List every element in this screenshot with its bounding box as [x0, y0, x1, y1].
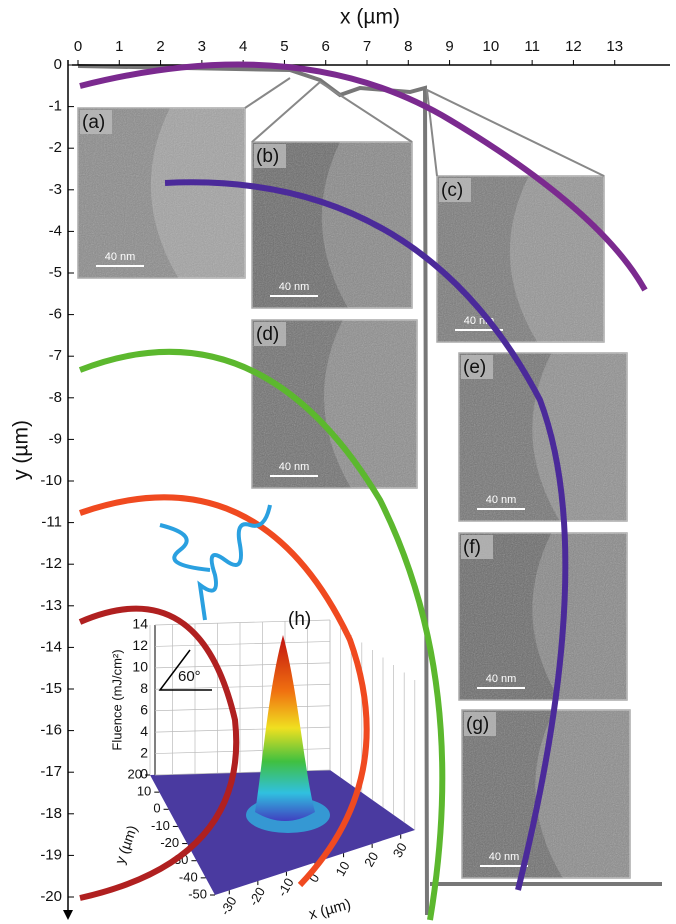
y-tick-label: -5 — [49, 264, 62, 281]
x-tick-label: 30 — [390, 840, 410, 860]
z-tick-label: 4 — [140, 723, 148, 739]
panel-label: (b) — [256, 146, 279, 167]
z-tick-label: 8 — [140, 680, 148, 696]
panel-label: (c) — [441, 180, 463, 201]
z-axis-label: Fluence (mJ/cm²) — [109, 649, 124, 750]
panel-label: (d) — [256, 324, 279, 345]
z-tick-label: 14 — [132, 616, 148, 632]
y-tick-label: -19 — [40, 846, 62, 863]
inset-label: (h) — [288, 609, 311, 630]
y-tick-label: -20 — [160, 835, 179, 850]
x-tick-label: 13 — [606, 38, 623, 55]
z-grid-line — [155, 641, 330, 646]
y-tick-label: -17 — [40, 763, 62, 780]
x-axis-label: x (µm) — [307, 896, 353, 923]
y-tick-label: -14 — [40, 638, 62, 655]
panel-label: (e) — [463, 357, 486, 378]
y-tick-label: -6 — [49, 306, 62, 323]
y-tick-label: -4 — [49, 222, 62, 239]
scale-bar-label: 40 nm — [279, 461, 310, 473]
y-tick-label: -1 — [49, 98, 62, 115]
x-tick-label: 20 — [361, 849, 381, 869]
x-tick-label: 7 — [363, 38, 371, 55]
x-tick-label: 10 — [483, 38, 500, 55]
x-tick-label: 1 — [115, 38, 123, 55]
scale-bar-label: 40 nm — [489, 851, 520, 863]
y-tick-label: -10 — [40, 472, 62, 489]
scale-bar-label: 40 nm — [486, 494, 517, 506]
y-tick-label: 0 — [153, 801, 160, 816]
x-tick-label: -10 — [274, 875, 296, 899]
y-tick-label: -11 — [41, 514, 62, 531]
z-tick-label: 10 — [132, 659, 148, 675]
y-axis-label: y (µm) — [10, 420, 33, 480]
y-tick-label: -40 — [179, 869, 198, 884]
x-tick-label: 8 — [404, 38, 412, 55]
z-grid-line — [155, 706, 330, 711]
y-tick-label: -8 — [49, 389, 62, 406]
figure: (a) 40 nm (b) 40 nm (c) 40 nm (d) 40 nm (e) 40 nm… — [0, 0, 676, 924]
y-tick-label: -7 — [49, 347, 62, 364]
angle-label: 60° — [178, 668, 201, 685]
y-tick-label: -2 — [49, 139, 62, 156]
y-tick-label: -10 — [151, 818, 170, 833]
z-grid-line — [155, 684, 330, 689]
y-tick-label: -18 — [40, 805, 62, 822]
panel-label: (a) — [82, 112, 105, 133]
y-tick-label: -9 — [49, 430, 62, 447]
y-tick-label: 0 — [54, 56, 62, 73]
y-axis-label: y (µm) — [111, 823, 140, 866]
x-tick-label: 2 — [156, 38, 164, 55]
y-tick-label: 10 — [137, 784, 151, 799]
x-tick-label: 10 — [333, 859, 353, 879]
panel-label: (g) — [466, 714, 489, 735]
x-tick-label: -30 — [217, 894, 239, 918]
x-tick-label: 3 — [198, 38, 206, 55]
scale-bar-label: 40 nm — [279, 281, 310, 293]
x-axis-label: x (µm) — [340, 6, 400, 29]
y-tick-label: -50 — [188, 886, 207, 901]
y-tick-label: -12 — [40, 555, 62, 572]
y-tick-label: -20 — [40, 888, 62, 905]
x-tick-label: 6 — [322, 38, 330, 55]
x-tick-label: 11 — [524, 38, 540, 55]
y-tick-label: 20 — [128, 766, 142, 781]
y-tick-label: -16 — [40, 722, 62, 739]
x-tick-label: 5 — [280, 38, 288, 55]
y-axis-arrow — [63, 910, 73, 920]
x-tick-label: 0 — [74, 38, 82, 55]
z-tick-label: 2 — [140, 744, 148, 760]
panel-label: (f) — [463, 537, 481, 558]
y-tick-label: -13 — [40, 597, 62, 614]
z-grid-line — [155, 727, 330, 732]
x-tick-label: -20 — [246, 885, 268, 909]
x-tick-label: 12 — [565, 38, 582, 55]
z-tick-label: 12 — [132, 637, 148, 653]
y-tick-label: -3 — [49, 181, 62, 198]
z-tick-label: 6 — [140, 701, 148, 717]
x-tick-label: 9 — [445, 38, 453, 55]
scale-bar-label: 40 nm — [105, 251, 136, 263]
y-tick-label: -15 — [40, 680, 62, 697]
scale-bar-label: 40 nm — [486, 673, 517, 685]
x-tick-label: 4 — [239, 38, 247, 55]
